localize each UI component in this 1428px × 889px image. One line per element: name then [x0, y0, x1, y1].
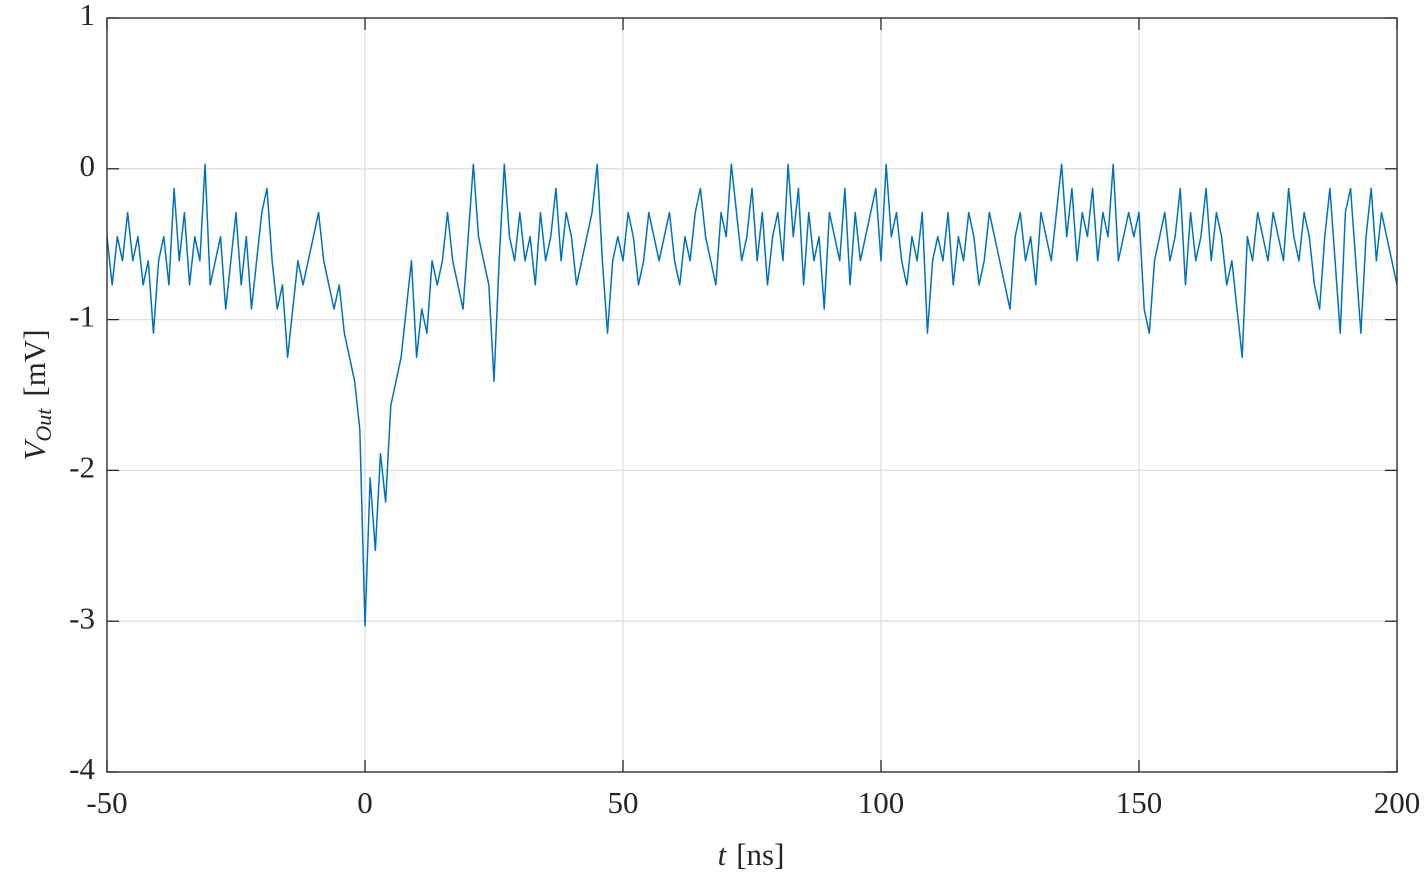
y-label-unit: [mV] [17, 329, 52, 396]
x-tick-label: 150 [1116, 785, 1163, 820]
y-tick-label: -3 [69, 600, 95, 635]
x-label-unit: [ns] [736, 837, 784, 872]
x-tick-label: -50 [86, 785, 127, 820]
data-line [106, 163, 1398, 627]
y-tick-label: -4 [69, 751, 95, 786]
y-tick-label: 0 [80, 148, 96, 183]
x-tick-label: 0 [357, 785, 373, 820]
y-label-main: V [17, 439, 52, 461]
y-axis-label: VOut [mV] [17, 329, 56, 460]
y-tick-label: -2 [69, 450, 95, 485]
y-label-sub: Out [31, 408, 56, 442]
x-tick-label: 50 [608, 785, 639, 820]
x-label-main: t [718, 837, 728, 872]
x-tick-label: 200 [1374, 785, 1421, 820]
y-tick-label: -1 [69, 299, 95, 334]
plot-frame [106, 17, 1398, 773]
y-tick-label: 1 [80, 0, 96, 32]
x-tick-label: 100 [858, 785, 905, 820]
x-axis-label: t [ns] [718, 837, 785, 872]
